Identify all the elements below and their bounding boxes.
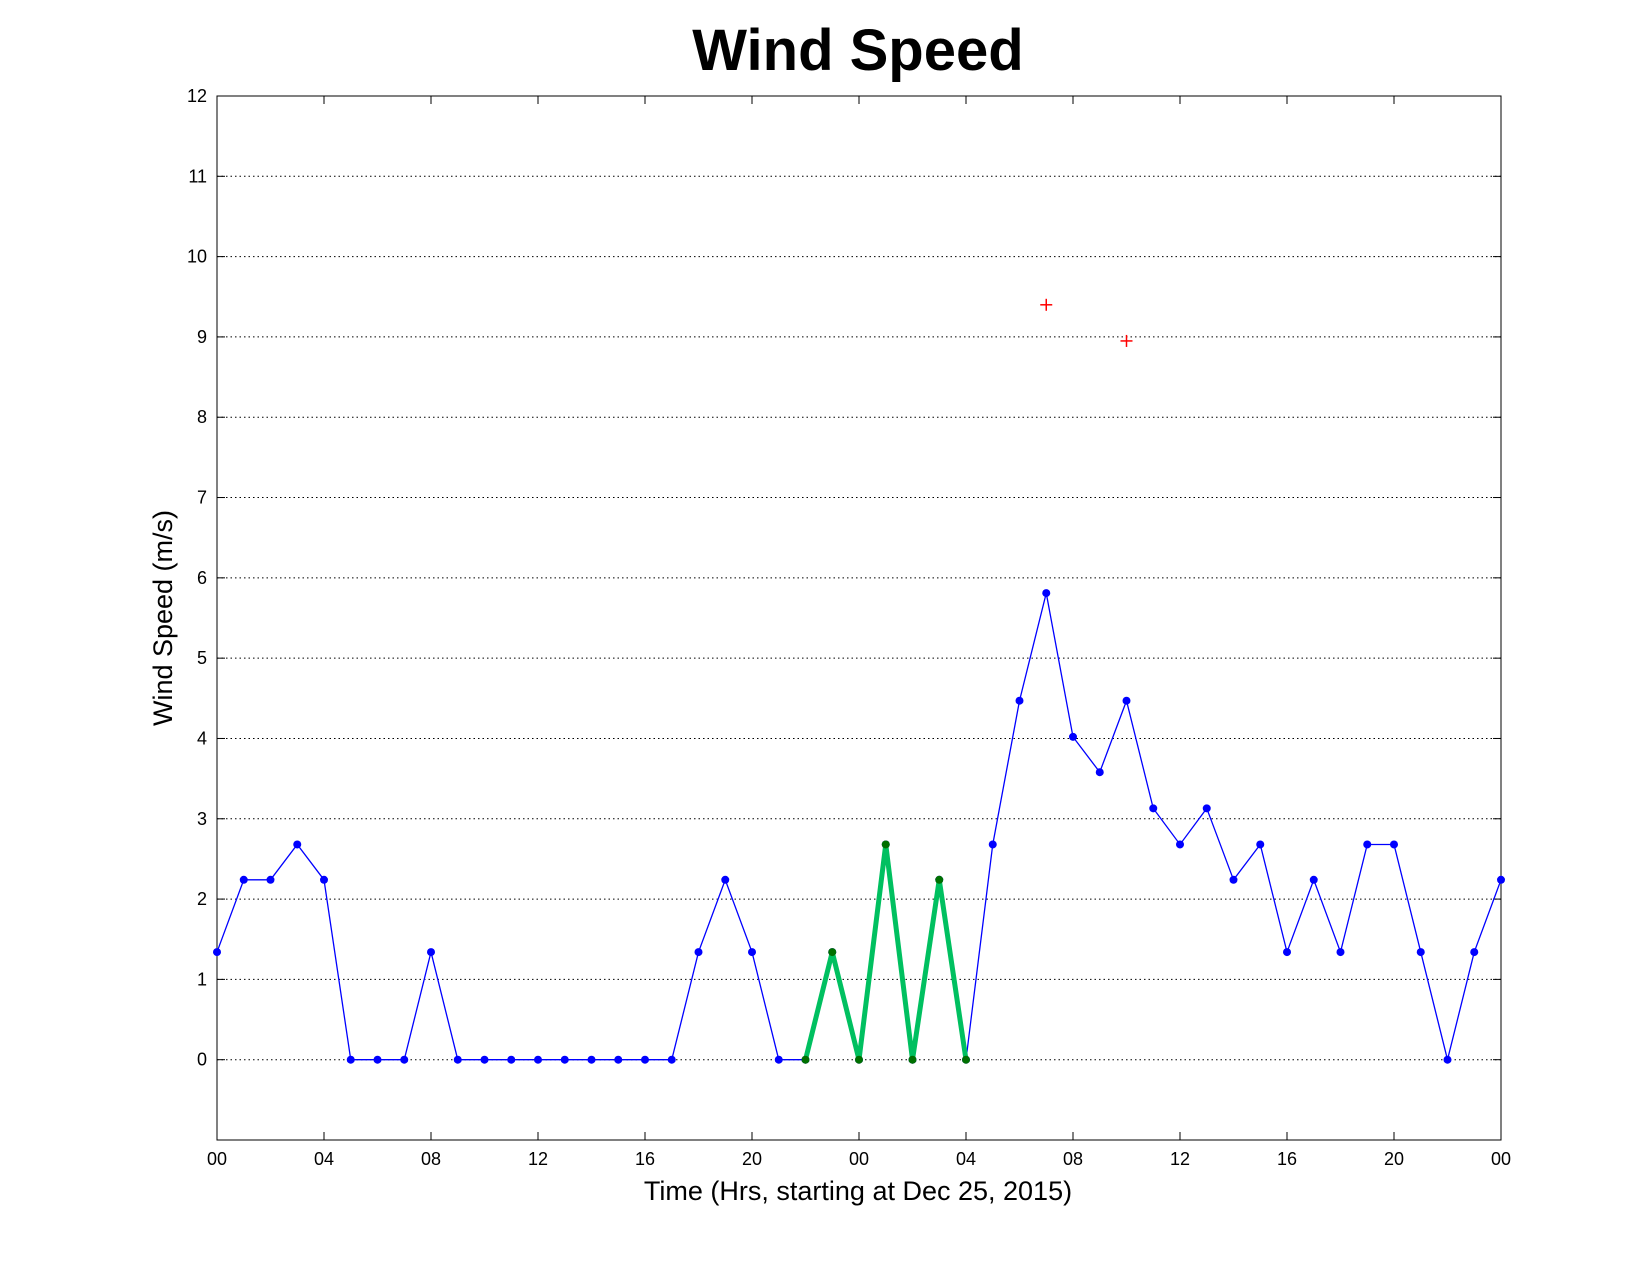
data-point xyxy=(1256,840,1265,849)
data-point xyxy=(239,875,248,884)
data-point xyxy=(1202,804,1211,813)
data-point xyxy=(641,1055,649,1064)
x-tick-label: 16 xyxy=(635,1149,655,1169)
x-axis-label: Time (Hrs, starting at Dec 25, 2015) xyxy=(644,1176,1072,1206)
data-series xyxy=(213,298,1505,1064)
data-point xyxy=(1095,768,1104,777)
highlight-point xyxy=(962,1055,970,1064)
x-tick-label: 20 xyxy=(742,1149,762,1169)
data-point xyxy=(293,840,302,849)
y-tick-label: 12 xyxy=(187,86,207,106)
x-tick-label: 04 xyxy=(314,1149,334,1169)
data-point xyxy=(587,1055,596,1064)
y-tick-label: 8 xyxy=(197,407,207,427)
data-point xyxy=(480,1055,489,1064)
data-point xyxy=(774,1055,783,1064)
data-point xyxy=(373,1055,382,1064)
highlight-point xyxy=(828,948,837,957)
data-point xyxy=(534,1055,542,1064)
highlight-point xyxy=(881,840,890,849)
data-point xyxy=(721,875,730,884)
y-tick-label: 9 xyxy=(197,327,207,347)
highlight-point xyxy=(908,1055,917,1064)
data-point xyxy=(1069,732,1077,741)
y-tick-label: 11 xyxy=(188,166,207,186)
data-point xyxy=(1390,840,1398,849)
data-point xyxy=(1229,875,1238,884)
x-tick-label: 08 xyxy=(1063,1149,1083,1169)
x-tick-label: 16 xyxy=(1277,1149,1297,1169)
x-tick-label: 00 xyxy=(1491,1149,1511,1169)
data-point xyxy=(560,1055,569,1064)
data-point xyxy=(266,875,275,884)
highlight-point xyxy=(801,1055,810,1064)
highlight-point xyxy=(935,875,944,884)
chart-title: Wind Speed xyxy=(692,18,1023,83)
y-axis-label: Wind Speed (m/s) xyxy=(148,510,178,726)
data-point xyxy=(1283,948,1291,957)
highlight-point xyxy=(855,1055,863,1064)
x-tick-label: 12 xyxy=(1170,1149,1190,1169)
data-point xyxy=(1122,696,1131,705)
y-tick-label: 3 xyxy=(197,809,207,829)
y-tick-label: 4 xyxy=(197,728,207,748)
x-tick-label: 20 xyxy=(1384,1149,1404,1169)
data-point xyxy=(1416,948,1425,957)
y-tick-label: 2 xyxy=(197,889,207,909)
data-point xyxy=(400,1055,409,1064)
y-tick-label: 5 xyxy=(197,648,207,668)
data-point xyxy=(614,1055,623,1064)
data-point xyxy=(1363,840,1372,849)
data-point xyxy=(988,840,997,849)
plot-area xyxy=(216,95,1502,1141)
plus-marker xyxy=(1120,334,1133,347)
x-tick-label: 08 xyxy=(421,1149,441,1169)
data-point xyxy=(1470,948,1479,957)
y-tick-label: 6 xyxy=(197,568,207,588)
data-point xyxy=(320,875,328,884)
data-point xyxy=(1149,804,1158,813)
x-tick-label: 00 xyxy=(207,1149,227,1169)
data-point xyxy=(667,1055,676,1064)
x-tick-label: 00 xyxy=(849,1149,869,1169)
data-point xyxy=(1443,1055,1452,1064)
y-tick-label: 7 xyxy=(197,488,207,508)
data-point xyxy=(346,1055,355,1064)
data-point xyxy=(507,1055,516,1064)
y-tick-label: 0 xyxy=(197,1050,207,1070)
data-point xyxy=(1497,875,1505,884)
y-tick-label: 10 xyxy=(187,247,207,267)
data-point xyxy=(1042,589,1051,598)
data-point xyxy=(748,948,756,957)
data-point xyxy=(213,948,221,957)
data-point xyxy=(427,948,435,957)
data-point xyxy=(1176,840,1184,849)
data-point xyxy=(1015,696,1024,705)
plus-marker xyxy=(1040,298,1053,311)
data-point xyxy=(1336,948,1345,957)
x-tick-label: 04 xyxy=(956,1149,976,1169)
y-tick-label: 1 xyxy=(197,969,207,989)
data-point xyxy=(694,948,703,957)
data-point xyxy=(1309,875,1318,884)
x-tick-label: 12 xyxy=(528,1149,548,1169)
data-point xyxy=(453,1055,462,1064)
